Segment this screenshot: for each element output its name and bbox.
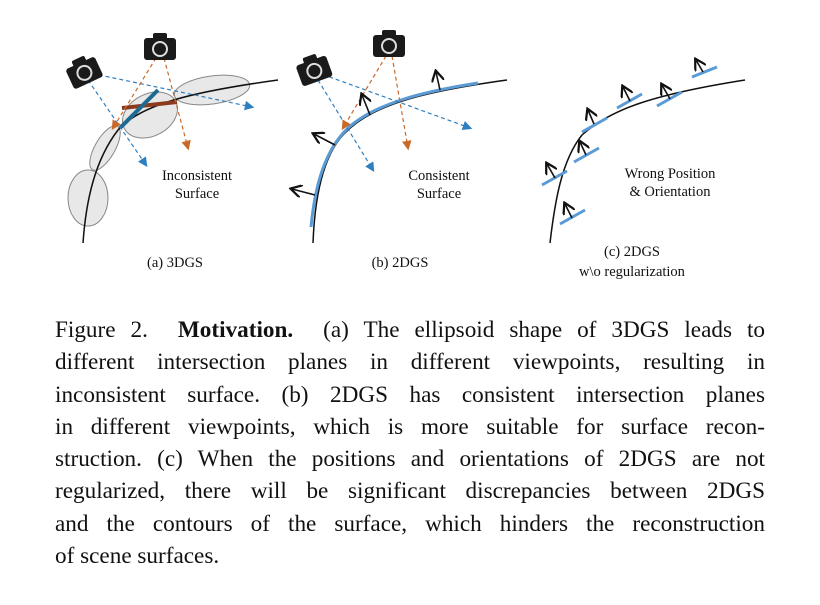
annotation-line: Surface bbox=[175, 186, 219, 202]
annotation-line: & Orientation bbox=[630, 184, 712, 200]
caption-line: and the contours of the surface, which h… bbox=[55, 510, 765, 537]
normal-arrows bbox=[547, 60, 703, 219]
camera-icon bbox=[143, 32, 177, 61]
camera-icon bbox=[62, 50, 105, 91]
surface-curve bbox=[312, 79, 508, 244]
panel-c-2dgs-unregularized: Wrong Position & Orientation (c) 2DGS w\… bbox=[541, 60, 746, 280]
caption-line: inconsistent surface. (b) 2DGS has consi… bbox=[55, 381, 765, 408]
panel-label: w\o regularization bbox=[579, 264, 686, 280]
panel-a-3dgs: Inconsistent Surface (a) 3DGS bbox=[62, 32, 279, 271]
normal-arrows bbox=[292, 72, 440, 195]
motivation-figure: Inconsistent Surface (a) 3DGS Consistent… bbox=[62, 29, 746, 280]
panel-label: (b) 2DGS bbox=[372, 255, 429, 271]
figure-number: Figure 2. bbox=[55, 317, 148, 343]
annotation-line: Consistent bbox=[408, 168, 469, 184]
caption-line: of scene surfaces. bbox=[55, 543, 220, 570]
panel-label: (c) 2DGS bbox=[604, 244, 660, 260]
caption-line: Figure 2. Motivation. (a) The ellipsoid … bbox=[55, 314, 765, 346]
caption-title: Motivation. bbox=[177, 317, 294, 343]
panel-b-2dgs: Consistent Surface (b) 2DGS bbox=[292, 29, 508, 271]
caption-line: struction. (c) When the positions and or… bbox=[55, 446, 765, 473]
caption-text: (a) The ellipsoid shape of 3DGS leads to bbox=[323, 317, 766, 343]
camera-icon bbox=[372, 29, 406, 58]
panel-label: (a) 3DGS bbox=[147, 255, 203, 271]
annotation-line: Wrong Position bbox=[625, 166, 717, 182]
caption-line: in different viewpoints, which is more s… bbox=[55, 413, 765, 440]
2d-gaussian-splats bbox=[309, 81, 479, 228]
camera-icon bbox=[292, 49, 335, 88]
annotation-line: Surface bbox=[417, 186, 461, 202]
surface-curve bbox=[549, 79, 746, 244]
caption-line: different intersection planes in differe… bbox=[55, 349, 765, 376]
annotation-line: Inconsistent bbox=[162, 168, 232, 184]
surface-curve bbox=[82, 79, 279, 244]
intersection-plane-blue bbox=[118, 88, 160, 130]
caption-line: regularized, there will be significant d… bbox=[55, 478, 765, 505]
gaussian-ellipsoids bbox=[67, 74, 251, 227]
intersection-plane-orange bbox=[121, 100, 178, 110]
figure-caption: Figure 2. Motivation. (a) The ellipsoid … bbox=[55, 314, 765, 572]
